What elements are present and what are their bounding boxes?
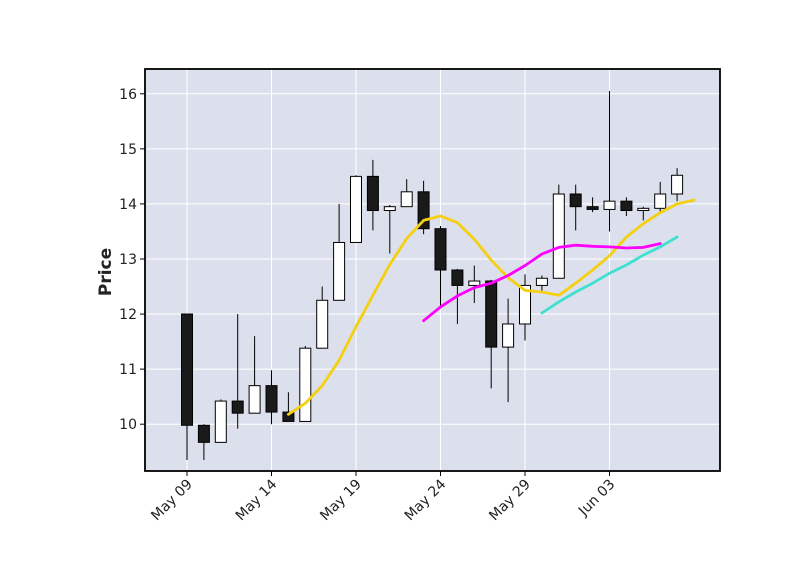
y-tick-label: 12	[119, 307, 137, 323]
x-tick-label: May 24	[402, 476, 450, 524]
x-tick-label: May 19	[317, 477, 365, 525]
y-tick-label: 10	[119, 417, 137, 433]
grid-lines	[145, 69, 720, 471]
y-tick-label: 13	[119, 252, 137, 268]
candle-body-down	[265, 385, 278, 413]
moving-average-lines	[286, 198, 696, 416]
x-tick-label: Jun 03	[575, 477, 618, 520]
candle-body-up	[535, 277, 548, 286]
candle-body-up	[383, 206, 396, 212]
y-tick-label: 14	[119, 197, 137, 213]
plot-background	[145, 69, 720, 471]
y-tick-label: 11	[119, 362, 137, 378]
candle-body-up	[654, 193, 667, 209]
candle-body-up	[468, 280, 481, 286]
candle-body-up	[350, 175, 362, 243]
candle-body-up	[671, 174, 684, 195]
candles	[181, 91, 684, 460]
candle-body-up	[603, 200, 616, 210]
candle-body-up	[333, 241, 346, 301]
y-axis-label: Price	[96, 248, 116, 296]
candle-body-down	[434, 228, 447, 271]
candle-body-down	[586, 206, 599, 210]
candle-body-down	[282, 411, 295, 422]
candle-body-down	[181, 313, 193, 426]
x-tick-label: May 29	[486, 477, 534, 525]
candle-body-up	[400, 191, 413, 208]
candle-body-down	[417, 191, 430, 230]
x-axis: May 09 May 14 May 19 May 24 May 29 Jun 03	[148, 471, 618, 524]
y-axis: 10 11 12 13 14 15 16	[119, 87, 145, 433]
candle-body-up	[502, 323, 515, 348]
candle-body-down	[231, 400, 244, 414]
plot-frame	[144, 68, 721, 472]
candle-body-up	[316, 299, 329, 349]
candle-body-up	[214, 400, 227, 443]
candle-body-up	[299, 347, 312, 422]
candle-body-up	[552, 193, 565, 279]
candle-body-down	[451, 269, 464, 286]
y-tick-label: 16	[119, 87, 137, 103]
candle-body-up	[519, 284, 531, 325]
candle-body-down	[620, 200, 633, 212]
moving-average-line	[286, 198, 696, 416]
x-tick-label: May 09	[148, 477, 196, 525]
candle-body-down	[366, 175, 379, 212]
candle-body-up	[637, 207, 650, 212]
candle-body-down	[197, 424, 210, 443]
moving-average-line	[540, 235, 679, 315]
y-tick-label: 15	[119, 142, 137, 158]
candle-body-up	[248, 385, 261, 414]
candle-body-down	[485, 280, 498, 348]
moving-average-line	[422, 242, 662, 323]
x-tick-label: May 14	[233, 476, 281, 524]
candle-body-down	[569, 193, 582, 208]
